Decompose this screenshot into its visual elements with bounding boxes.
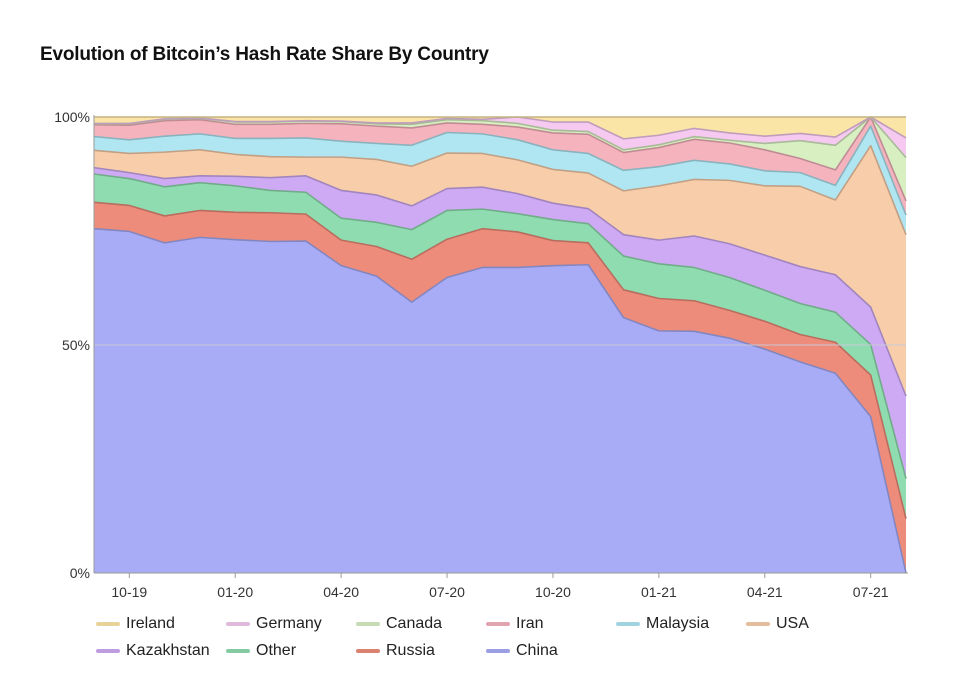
line-china [93,227,907,574]
x-tick-label: 04-20 [323,584,359,600]
legend-label: Other [256,642,297,659]
x-tick-label: 07-20 [429,584,465,600]
legend-item-usa: USA [746,614,876,634]
x-tick-label: 01-21 [641,584,677,600]
legend-swatch [486,649,510,653]
area-ireland [94,117,906,139]
legend-swatch [486,622,510,626]
line-other [93,173,907,479]
y-tick-label: 100% [54,109,90,125]
area-china [94,228,906,573]
x-tick-label: 01-20 [217,584,253,600]
chart-title: Evolution of Bitcoin’s Hash Rate Share B… [40,44,489,65]
legend-item-ireland: Ireland [96,614,226,634]
legend-label: Iran [516,615,544,632]
area-germany [94,117,906,158]
legend-label: China [516,642,558,659]
legend-label: Kazakhstan [126,642,210,659]
legend-label: Canada [386,615,443,632]
line-kazakhstan [93,166,907,397]
legend-swatch [96,649,120,653]
x-tick-label: 10-19 [111,584,147,600]
legend-swatch [356,649,380,653]
legend-item-china: China [486,641,616,661]
legend-swatch [96,622,120,626]
y-tick-label: 0% [70,565,90,581]
legend-item-russia: Russia [356,641,486,661]
legend-item-germany: Germany [226,614,356,634]
chart-legend: Ireland Germany Canada Iran Malaysia USA Kazak… [96,614,896,661]
x-tick-label: 04-21 [747,584,783,600]
area-usa [94,145,906,397]
legend-swatch [226,622,250,626]
legend-item-malaysia: Malaysia [616,614,746,634]
legend-item-kazakhstan: Kazakhstan [96,641,226,661]
area-kazakhstan [94,167,906,479]
line-malaysia [93,125,907,216]
legend-swatch [356,622,380,626]
legend-label: Malaysia [646,615,710,632]
area-iran [94,117,906,216]
x-tick-label: 10-20 [535,584,571,600]
legend-swatch [746,622,770,626]
x-tick-label: 07-21 [853,584,889,600]
area-other [94,174,906,519]
legend-label: Germany [256,615,322,632]
legend-label: Ireland [126,615,175,632]
line-usa [93,144,907,235]
legend-item-canada: Canada [356,614,486,634]
y-tick-label: 50% [62,337,90,353]
area-malaysia [94,126,906,235]
legend-label: USA [776,615,809,632]
legend-item-other: Other [226,641,356,661]
line-germany [94,116,907,140]
line-russia [93,201,907,519]
legend-swatch [226,649,250,653]
legend-item-iran: Iran [486,614,616,634]
legend-label: Russia [386,642,435,659]
line-iran [93,116,907,202]
legend-swatch [616,622,640,626]
area-russia [94,202,906,573]
